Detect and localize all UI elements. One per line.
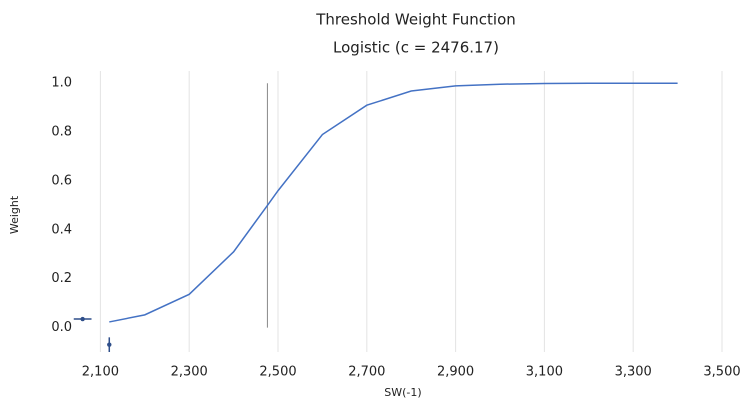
x-tick-label: 3,300 [615,365,652,380]
x-tick-label: 3,100 [526,365,563,380]
y-tick-label: 0.2 [51,271,72,286]
x-tick-label: 2,900 [437,365,474,380]
x-tick-label: 2,100 [82,365,119,380]
y-tick-label: 0.6 [51,173,72,188]
series-line [109,82,678,323]
chart-subtitle: Logistic (c = 2476.17) [333,39,499,57]
x-tick-label: 2,300 [171,365,208,380]
point [80,316,85,322]
x-tick-label: 2,700 [348,365,385,380]
y-axis-label: Weight [8,195,21,234]
y-tick-label: 0.0 [51,320,72,335]
y-tick-label: 0.8 [51,125,72,140]
y-tick-label: 0.4 [51,222,72,237]
x-tick-label: 2,500 [259,365,296,380]
x-axis-label: SW(-1) [384,386,421,399]
chart-title: Threshold Weight Function [315,11,516,29]
x-tick-label: 3,500 [703,365,740,380]
point [107,342,112,347]
y-tick-label: 1.0 [51,76,72,91]
